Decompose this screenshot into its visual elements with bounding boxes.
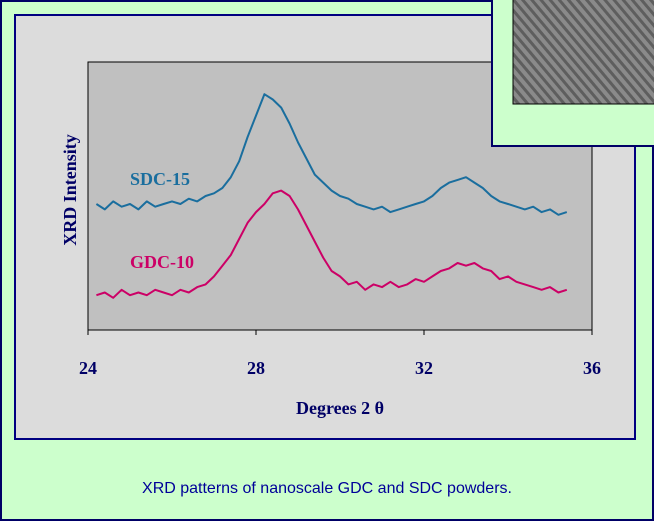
x-tick-label: 24 (79, 358, 97, 378)
inset (491, 0, 654, 147)
y-axis-label: XRD Intensity (60, 134, 80, 246)
caption: XRD patterns of nanoscale GDC and SDC po… (142, 480, 512, 497)
series-line (96, 189, 568, 299)
inset-image (512, 0, 654, 105)
x-tick-label: 32 (415, 358, 433, 378)
series-line (95, 93, 568, 216)
x-tick-label: 28 (247, 358, 265, 378)
x-tick-label: 36 (583, 358, 601, 378)
series-label: SDC-15 (130, 169, 190, 189)
x-axis-label: Degrees 2 θ (296, 398, 384, 418)
series-label: GDC-10 (130, 252, 194, 272)
plot: 24 28 32 36 SDC-15 GDC-10 (79, 93, 601, 378)
